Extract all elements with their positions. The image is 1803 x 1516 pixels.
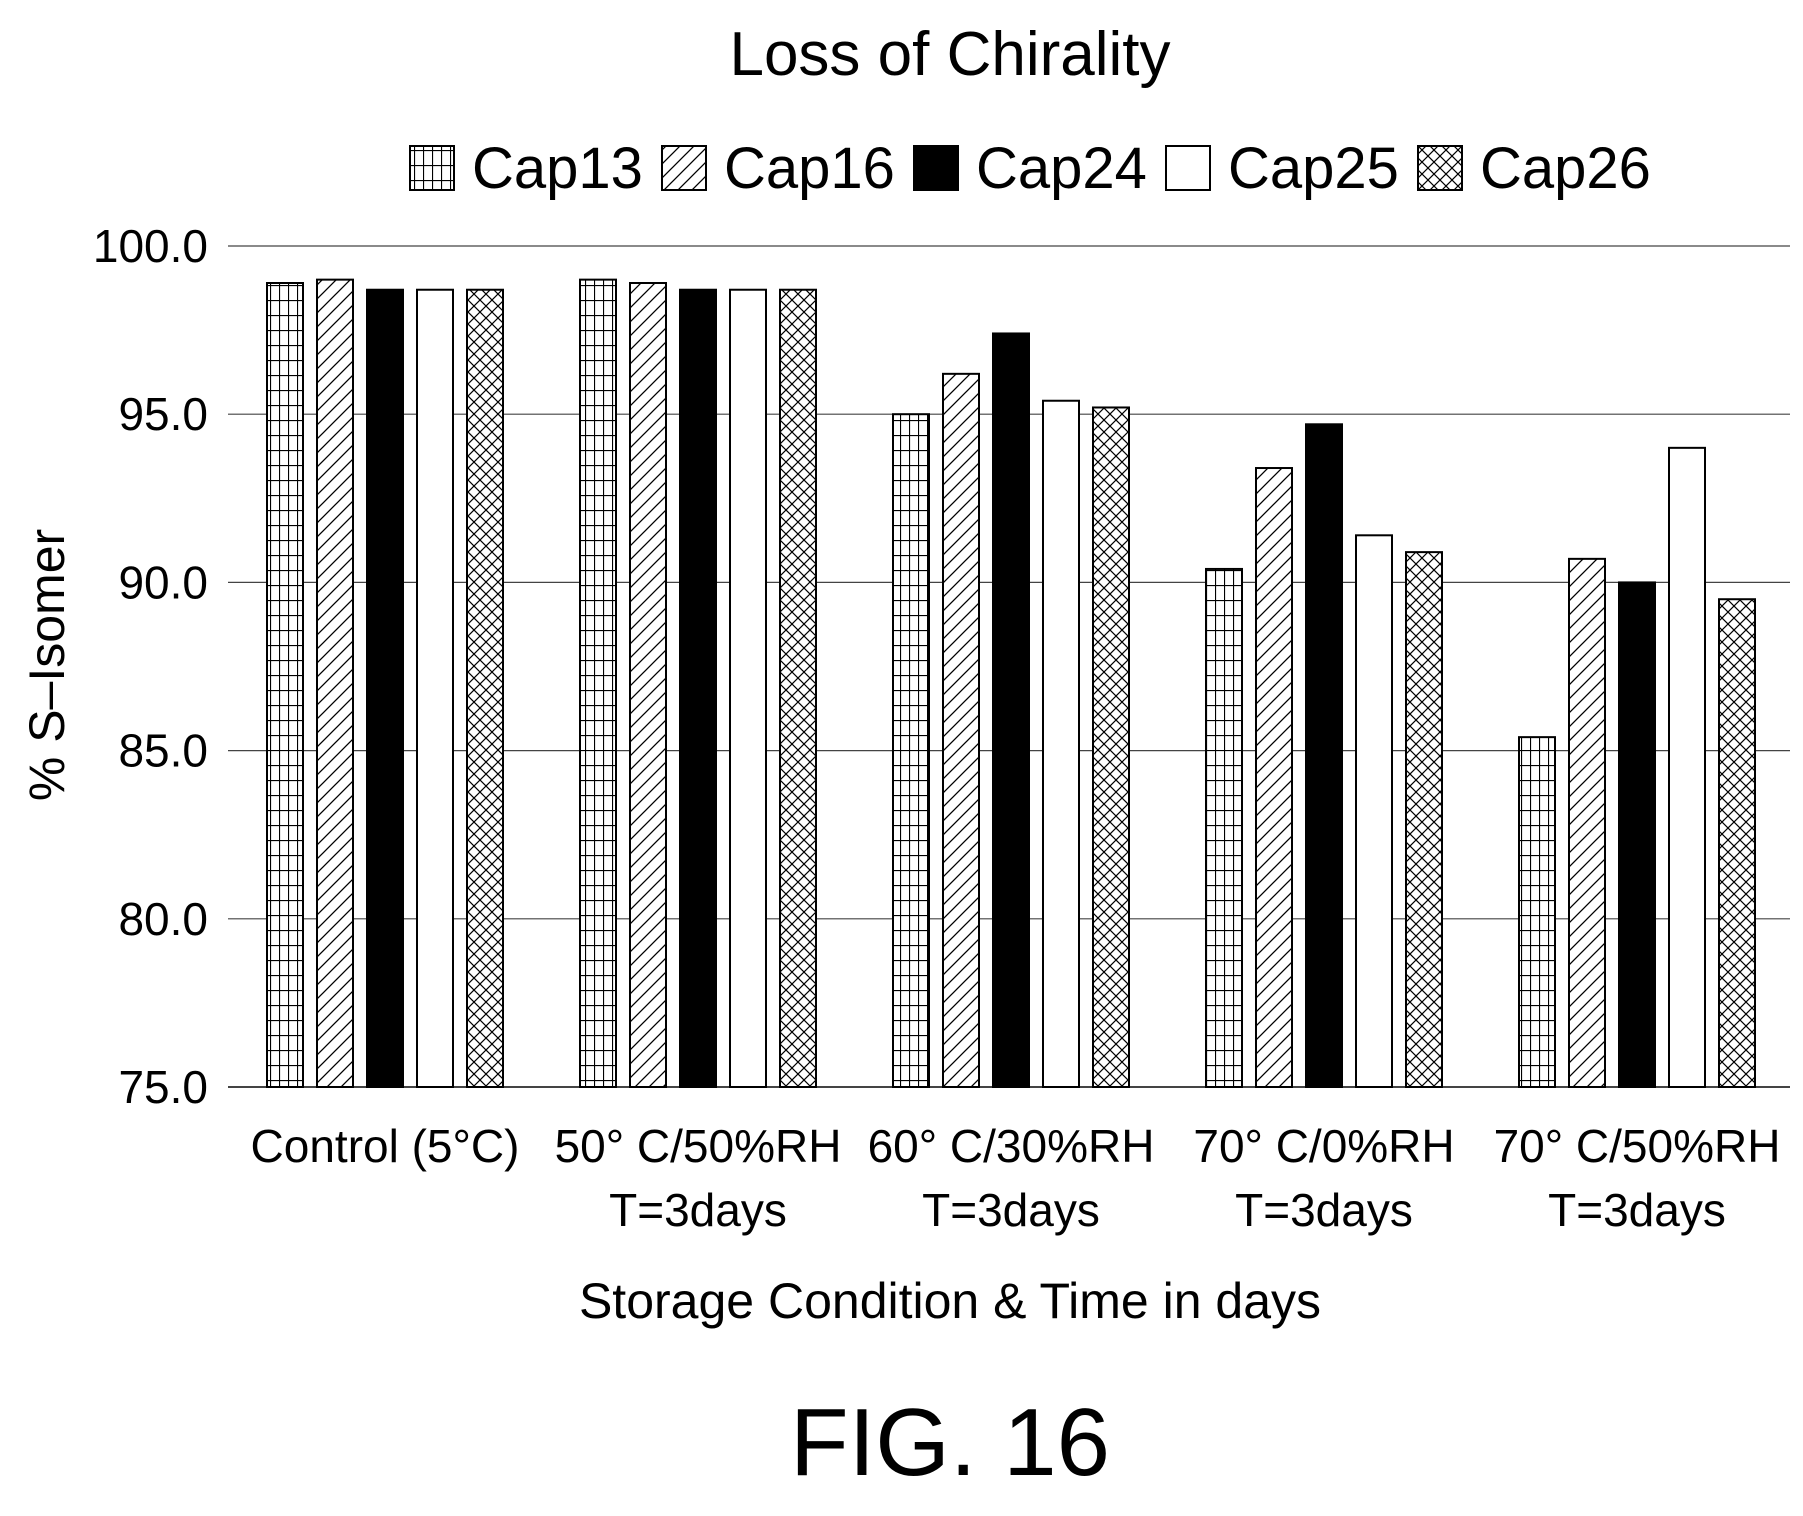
legend-label-cap13: Cap13	[472, 136, 643, 201]
bar-cap13-cat2	[892, 413, 930, 1088]
legend-swatch-cap26	[1417, 145, 1463, 191]
bar-cap13-cat3	[1205, 567, 1243, 1088]
bars	[266, 278, 1756, 1089]
x-category-label: T=3days	[1548, 1184, 1726, 1236]
bar-cap16-cat1	[629, 282, 667, 1088]
x-axis-categories: Control (5°C) 50° C/50%RH T=3days 60° C/30%…	[251, 1120, 1781, 1236]
figure-label: FIG. 16	[790, 1389, 1110, 1496]
bar-cap16-cat3	[1255, 467, 1293, 1088]
x-category-label: T=3days	[922, 1184, 1100, 1236]
bar-cap24-cat2	[992, 332, 1030, 1088]
bar-cap13-cat4	[1518, 736, 1556, 1088]
bar-cap16-cat2	[942, 372, 980, 1089]
legend-label-cap25: Cap25	[1228, 136, 1399, 201]
chart-title: Loss of Chirality	[729, 20, 1170, 89]
x-category-label: 60° C/30%RH	[868, 1120, 1155, 1172]
bar-cap13-cat0	[266, 282, 304, 1088]
bar-cap25-cat2	[1042, 399, 1080, 1088]
legend-label-cap16: Cap16	[724, 136, 895, 201]
bar-cap26-cat3	[1405, 551, 1443, 1088]
y-tick-label: 100.0	[93, 220, 208, 272]
bar-cap16-cat4	[1568, 557, 1606, 1088]
x-category-label: 50° C/50%RH	[555, 1120, 842, 1172]
legend-swatch-cap24	[913, 145, 959, 191]
bar-cap24-cat0	[366, 288, 404, 1088]
bar-cap24-cat1	[679, 288, 717, 1088]
x-category-label: Control (5°C)	[251, 1120, 520, 1172]
x-category-label: 70° C/50%RH	[1494, 1120, 1781, 1172]
bar-cap24-cat3	[1305, 423, 1343, 1088]
x-category-label: 70° C/0%RH	[1193, 1120, 1454, 1172]
y-tick-label: 80.0	[118, 893, 208, 945]
y-tick-label: 75.0	[118, 1061, 208, 1113]
bar-cap13-cat1	[579, 278, 617, 1088]
y-tick-label: 85.0	[118, 725, 208, 777]
bar-cap24-cat4	[1618, 581, 1656, 1089]
legend-swatch-cap13	[409, 145, 455, 191]
bar-cap26-cat2	[1092, 406, 1130, 1088]
bar-cap25-cat3	[1355, 534, 1393, 1088]
legend: Cap13 Cap16 Cap24 Cap25 Cap26	[409, 136, 1651, 201]
legend-label-cap26: Cap26	[1480, 136, 1651, 201]
bar-cap16-cat0	[316, 278, 354, 1088]
bar-cap26-cat0	[466, 288, 504, 1088]
y-tick-label: 95.0	[118, 388, 208, 440]
bar-cap26-cat4	[1718, 598, 1756, 1088]
x-category-label: T=3days	[1235, 1184, 1413, 1236]
legend-swatch-cap16	[661, 145, 707, 191]
y-axis-label: % S–Isomer	[19, 529, 75, 801]
bar-cap25-cat4	[1668, 446, 1706, 1088]
x-category-label: T=3days	[609, 1184, 787, 1236]
bar-cap25-cat1	[729, 288, 767, 1088]
legend-swatch-cap25	[1165, 145, 1211, 191]
bar-cap25-cat0	[416, 288, 454, 1088]
bar-cap26-cat1	[779, 288, 817, 1088]
legend-label-cap24: Cap24	[976, 136, 1147, 201]
y-axis-ticks: 75.0 80.0 85.0 90.0 95.0 100.0	[93, 220, 208, 1113]
y-tick-label: 90.0	[118, 556, 208, 608]
x-axis-label: Storage Condition & Time in days	[579, 1273, 1321, 1329]
